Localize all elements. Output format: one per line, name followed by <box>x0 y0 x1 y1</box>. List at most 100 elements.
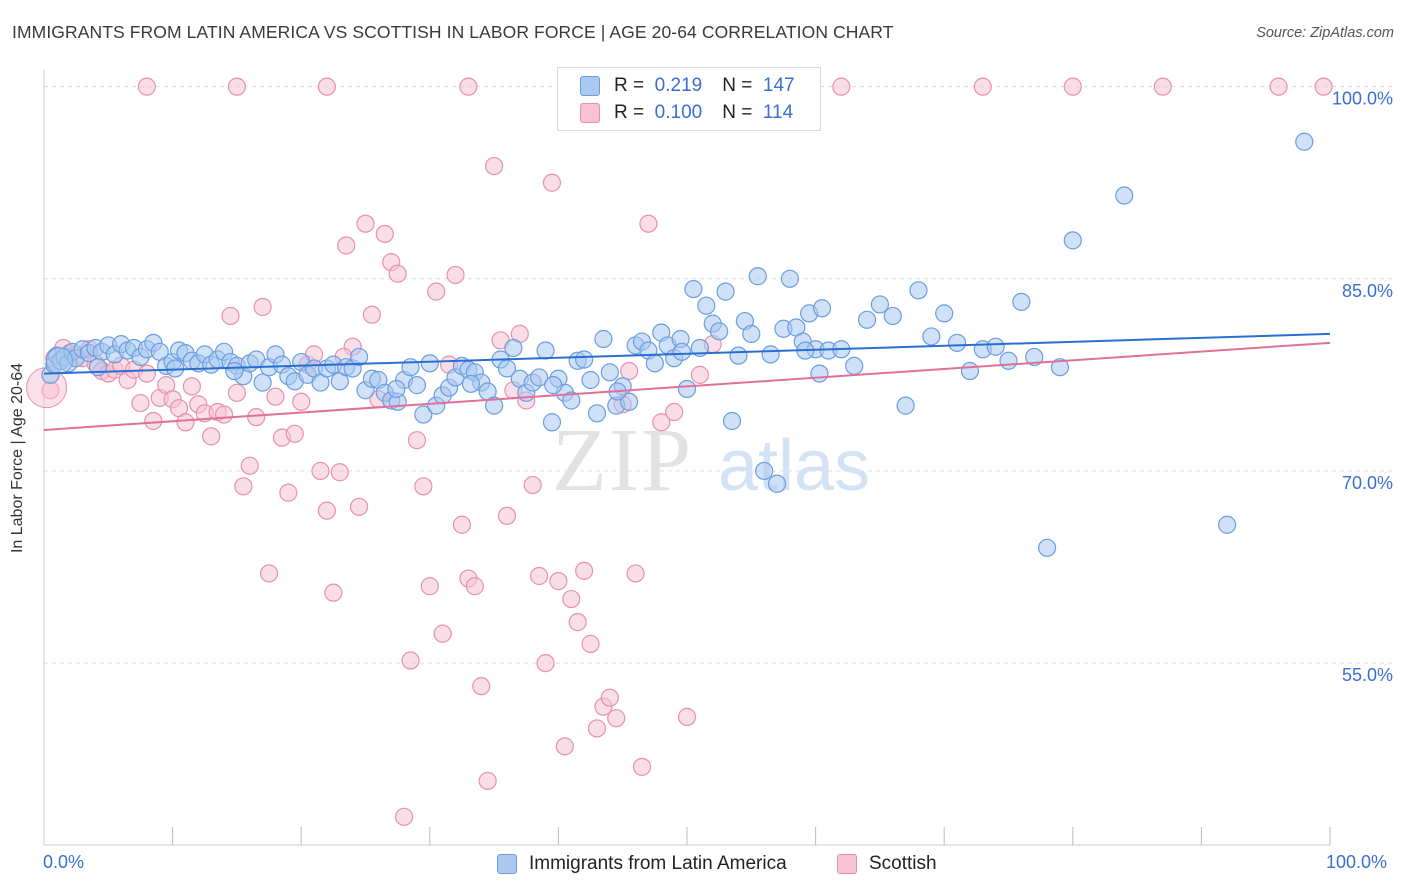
latin-america-point <box>1012 292 1031 311</box>
scottish-point <box>420 577 439 596</box>
scottish-point <box>542 173 562 192</box>
scottish-point <box>581 634 600 653</box>
scottish-point <box>240 456 259 475</box>
scottish-point <box>446 265 465 285</box>
trend-lines <box>43 332 1331 431</box>
n-label: N = <box>722 102 753 123</box>
latin-america-point <box>748 267 767 286</box>
r-label: R = <box>614 102 645 123</box>
latin-america-point <box>414 405 433 424</box>
scottish-point <box>530 566 549 586</box>
latin-america-point <box>767 474 787 493</box>
scottish-swatch <box>580 103 600 123</box>
scottish-point <box>632 757 652 776</box>
x-tick-label-min: 0.0% <box>43 852 85 872</box>
scottish-point <box>600 688 619 707</box>
latin-america-point <box>542 413 562 432</box>
scottish-point <box>356 214 375 233</box>
scottish-point <box>330 463 349 482</box>
scottish-point <box>690 365 709 384</box>
scottish-point <box>227 383 246 402</box>
scottish-point <box>214 405 234 424</box>
scottish-point <box>665 402 684 422</box>
r-value: 0.219 <box>654 75 703 96</box>
scottish-point <box>620 361 639 381</box>
scottish-point <box>459 77 478 96</box>
latin-america-point <box>1115 186 1134 205</box>
scottish-point <box>176 413 195 432</box>
scottish-point <box>1269 77 1288 96</box>
watermark-zip: ZIP <box>552 411 693 510</box>
latin-america-point <box>1025 347 1044 367</box>
latin-america-point <box>407 376 427 395</box>
y-tick-label: 85.0% <box>1342 281 1393 301</box>
latin-america-point <box>387 379 406 399</box>
scottish-point <box>832 77 851 96</box>
watermark-atlas: atlas <box>718 426 870 506</box>
stats-row-scottish: R = 0.100 N = 114 <box>580 100 793 126</box>
series-legend: Immigrants from Latin America Scottish <box>0 851 1406 879</box>
y-tick-label: 55.0% <box>1342 665 1393 685</box>
latin-america-point <box>677 379 697 399</box>
y-tick-labels: 55.0% 70.0% 85.0% 100.0% <box>1332 89 1393 685</box>
latin-america-legend-swatch <box>497 854 517 874</box>
scottish-point <box>259 564 279 583</box>
latin-america-point <box>562 391 581 410</box>
latin-america-point <box>960 361 980 381</box>
latin-america-point <box>530 368 549 387</box>
latin-america-point <box>594 329 613 349</box>
scottish-point <box>1314 77 1333 96</box>
scottish-point <box>652 413 671 432</box>
latin-america-point <box>349 347 369 367</box>
scottish-point <box>485 156 504 176</box>
scottish-point <box>131 393 150 413</box>
scottish-point <box>227 77 246 96</box>
latin-america-point <box>935 304 954 323</box>
scottish-point <box>182 377 201 396</box>
scottish-point <box>401 651 420 670</box>
scottish-point <box>568 613 587 632</box>
latin-america-point <box>716 282 735 301</box>
scottish-point <box>626 564 645 583</box>
latin-america-point <box>253 373 272 392</box>
latin-america-point <box>947 333 967 352</box>
scottish-points <box>26 77 1333 826</box>
latin-america-point <box>1218 515 1237 534</box>
latin-america-point <box>697 296 716 315</box>
latin-america-points <box>41 132 1314 557</box>
scottish-point <box>562 589 581 609</box>
y-tick-label: 70.0% <box>1342 473 1393 493</box>
scottish-point <box>1153 77 1172 96</box>
latin-america-point <box>461 374 481 393</box>
n-label: N = <box>722 75 753 96</box>
scottish-trend-line <box>43 341 1331 431</box>
latin-america-point <box>883 306 902 326</box>
scottish-point <box>349 497 369 516</box>
scottish-point <box>317 77 337 96</box>
scottish-point <box>536 653 555 673</box>
latin-america-point <box>672 342 691 361</box>
latin-america-point <box>1295 132 1314 151</box>
scottish-point <box>253 297 272 317</box>
latin-america-point <box>581 370 600 390</box>
legend-item-latin-america[interactable]: Immigrants from Latin America <box>497 853 787 875</box>
legend-item-scottish[interactable]: Scottish <box>837 853 937 875</box>
y-tick-label: 100.0% <box>1332 89 1393 109</box>
latin-america-point <box>536 341 555 360</box>
latin-america-point <box>729 346 748 365</box>
latin-america-point <box>896 396 915 415</box>
scottish-point <box>973 77 992 96</box>
latin-america-point <box>742 324 761 343</box>
latin-america-point <box>485 396 504 415</box>
latin-america-point <box>999 351 1018 370</box>
latin-america-point <box>755 461 774 481</box>
n-value: 114 <box>762 102 794 123</box>
scottish-point <box>324 583 343 602</box>
scottish-point <box>137 77 156 96</box>
latin-america-swatch <box>580 76 600 96</box>
scottish-point <box>337 236 356 255</box>
scottish-point <box>375 224 394 244</box>
latin-america-point <box>845 356 864 376</box>
scottish-point <box>279 483 298 502</box>
scottish-point <box>144 411 163 431</box>
